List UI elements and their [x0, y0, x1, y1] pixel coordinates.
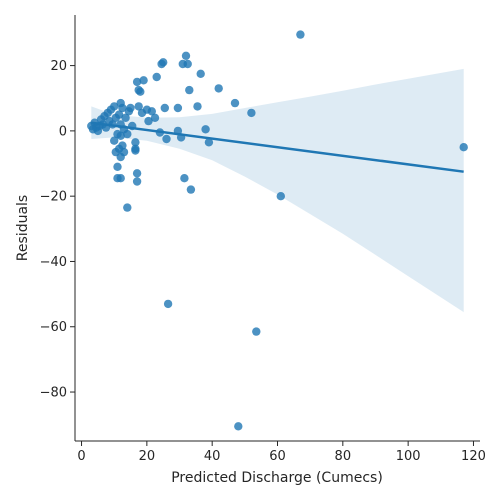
data-point [459, 143, 468, 152]
data-point [119, 147, 129, 157]
data-point [160, 103, 169, 113]
data-point [181, 51, 191, 60]
x-tick-label: 60 [269, 449, 286, 464]
data-point [193, 102, 202, 111]
x-tick-label: 120 [461, 449, 486, 464]
data-point [230, 98, 240, 108]
data-point [247, 108, 256, 118]
regression-line-layer [91, 121, 464, 173]
data-point [144, 116, 153, 126]
data-point [114, 110, 124, 119]
data-point [276, 192, 285, 201]
x-tick-label: 40 [204, 449, 221, 464]
data-point [296, 30, 305, 39]
y-tick-label: −80 [40, 386, 67, 401]
data-point [132, 169, 142, 178]
x-ticks: 0 20 40 60 80 100 120 [77, 441, 486, 464]
data-point [134, 102, 143, 111]
data-point [234, 422, 243, 431]
data-point [196, 69, 205, 79]
data-point [201, 125, 210, 134]
data-point [173, 103, 183, 113]
data-point [121, 113, 130, 123]
data-point [163, 299, 173, 309]
data-point [183, 59, 192, 69]
y-tick-label: 0 [59, 124, 67, 139]
y-tick-label: −40 [40, 255, 67, 270]
data-point [132, 77, 142, 87]
confidence-band-layer [91, 68, 464, 313]
data-point [110, 102, 119, 111]
data-point [159, 58, 168, 67]
x-tick-label: 0 [77, 449, 85, 464]
data-point [126, 103, 135, 113]
data-point [123, 203, 132, 212]
data-point [162, 134, 171, 144]
data-point [186, 185, 196, 194]
data-point [204, 138, 214, 147]
y-tick-label: −60 [40, 320, 67, 335]
data-point [136, 87, 145, 96]
data-point [185, 85, 194, 95]
y-tick-label: −20 [40, 190, 67, 205]
data-point [118, 103, 127, 113]
data-point [150, 113, 160, 123]
data-point [131, 146, 140, 155]
data-point [116, 131, 125, 140]
data-point [139, 76, 148, 85]
confidence-band [91, 68, 464, 313]
regression-line [91, 121, 464, 173]
data-point [116, 174, 125, 183]
data-point [110, 136, 119, 145]
y-tick-label: 20 [50, 59, 67, 74]
data-point [118, 141, 127, 150]
x-tick-label: 80 [335, 449, 352, 464]
data-point [180, 174, 189, 183]
data-point [132, 177, 142, 186]
data-point [214, 84, 223, 93]
x-tick-label: 20 [139, 449, 156, 464]
y-ticks: −80 −60 −40 −20 0 20 [40, 59, 75, 401]
data-point [147, 107, 156, 116]
data-point [123, 129, 132, 139]
x-axis-label: Predicted Discharge (Cumecs) [171, 470, 383, 486]
data-point [131, 138, 140, 147]
y-axis-label: Residuals [15, 195, 31, 261]
x-tick-label: 100 [396, 449, 421, 464]
data-point [252, 327, 261, 336]
data-point [152, 72, 161, 82]
data-point [113, 162, 122, 171]
